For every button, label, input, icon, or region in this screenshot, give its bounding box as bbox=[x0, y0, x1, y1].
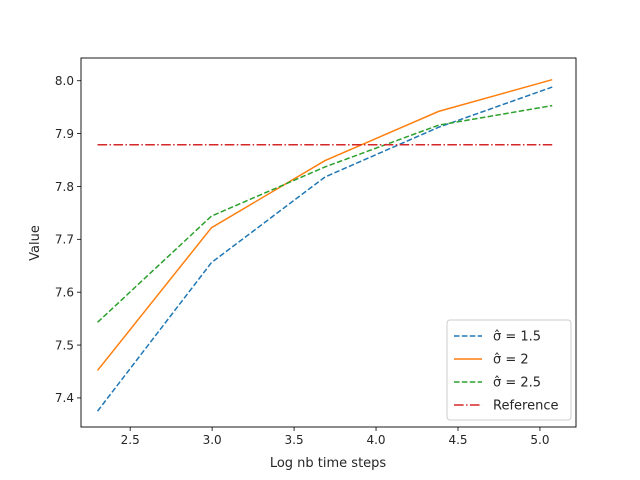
series-line-1 bbox=[96, 86, 553, 412]
legend-box bbox=[446, 319, 572, 421]
x-tick-label: 3.5 bbox=[285, 433, 304, 447]
y-axis-ticks: 7.4 7.5 7.6 7.7 7.8 7.9 8.0 bbox=[55, 74, 81, 405]
x-axis-label: Log nb time steps bbox=[270, 456, 387, 471]
y-tick-label: 7.7 bbox=[55, 233, 74, 247]
x-tick-label: 4.5 bbox=[448, 433, 467, 447]
legend-label-1: σ̂ = 1.5 bbox=[493, 330, 541, 345]
legend-label-4: Reference bbox=[493, 399, 558, 414]
legend: σ̂ = 1.5 σ̂ = 2 σ̂ = 2.5 Reference bbox=[446, 319, 572, 421]
y-tick-label: 7.5 bbox=[55, 338, 74, 352]
x-tick-label: 4.0 bbox=[366, 433, 385, 447]
y-tick-label: 7.4 bbox=[55, 391, 74, 405]
y-tick-label: 8.0 bbox=[55, 74, 74, 88]
series-lines bbox=[96, 78, 553, 412]
y-tick-label: 7.9 bbox=[55, 127, 74, 141]
x-axis-ticks: 2.5 3.0 3.5 4.0 4.5 5.0 bbox=[121, 427, 549, 447]
series-line-2 bbox=[96, 78, 553, 371]
x-tick-label: 3.0 bbox=[203, 433, 222, 447]
x-tick-label: 5.0 bbox=[530, 433, 549, 447]
axes-frame bbox=[80, 57, 577, 428]
legend-label-2: σ̂ = 2 bbox=[493, 353, 529, 368]
y-tick-label: 7.6 bbox=[55, 285, 74, 299]
series-line-3 bbox=[97, 104, 553, 323]
x-tick-label: 2.5 bbox=[121, 433, 140, 447]
legend-label-3: σ̂ = 2.5 bbox=[493, 376, 541, 391]
y-axis-label: Value bbox=[28, 225, 43, 261]
y-tick-label: 7.8 bbox=[55, 180, 74, 194]
